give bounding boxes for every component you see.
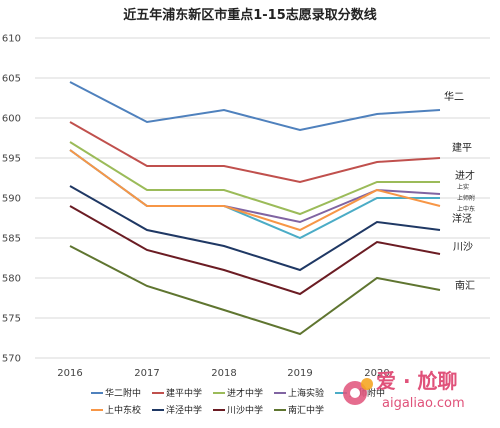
x-tick-label: 2020	[364, 368, 389, 379]
y-axis-ticks: 570 575 580 585 590 595 600 605 610	[2, 34, 21, 365]
series-line	[69, 205, 441, 296]
series-end-label: 华二	[444, 90, 464, 103]
legend-entry: 上中东校	[105, 404, 141, 416]
series-end-label: 建平	[452, 141, 472, 154]
watermark-logo-icon	[343, 378, 373, 405]
series-end-label: 上中东	[457, 205, 475, 213]
series-end-label: 进才	[455, 169, 475, 182]
y-tick-label: 585	[2, 234, 21, 245]
chart-title: 近五年浦东新区市重点1-15志愿录取分数线	[123, 7, 377, 23]
legend-entry: 进才中学	[227, 387, 263, 399]
legend-entry: 上海实验	[288, 387, 324, 399]
series-line	[69, 245, 441, 336]
series-line	[69, 81, 441, 132]
x-tick-label: 2016	[57, 368, 82, 379]
series-end-label: 上实	[457, 183, 469, 191]
series-line	[69, 149, 441, 232]
legend-entry: 洋泾中学	[166, 404, 202, 416]
series-line	[69, 185, 441, 272]
y-tick-label: 605	[2, 74, 21, 85]
series-line	[69, 149, 440, 240]
y-tick-label: 600	[2, 114, 21, 125]
series-lines	[69, 81, 441, 336]
watermark: 爱 · 尬聊 aigaliao.com	[343, 369, 465, 411]
legend-entry: 川沙中学	[227, 404, 263, 416]
watermark-url: aigaliao.com	[382, 396, 465, 411]
series-end-label: 洋泾	[452, 212, 472, 225]
y-tick-label: 575	[2, 314, 21, 325]
series-end-label: 川沙	[453, 241, 473, 253]
gridlines	[35, 37, 490, 359]
legend-entry: 建平中学	[166, 387, 202, 399]
y-tick-label: 610	[2, 34, 21, 45]
series-line	[69, 121, 441, 184]
y-tick-label: 595	[2, 154, 21, 165]
x-tick-label: 2018	[211, 368, 236, 379]
watermark-brand: 爱 · 尬聊	[376, 369, 458, 393]
x-tick-label: 2017	[134, 368, 159, 379]
series-line	[69, 141, 440, 216]
x-axis-ticks: 2016 2017 2018 2019 2020	[57, 368, 389, 379]
y-tick-label: 590	[2, 194, 21, 205]
y-tick-label: 580	[2, 274, 21, 285]
y-tick-label: 570	[2, 354, 21, 365]
legend-entry: 华二附中	[105, 387, 141, 399]
series-end-label: 上师附	[457, 194, 475, 202]
x-tick-label: 2019	[287, 368, 312, 379]
legend-entry: 南汇中学	[288, 404, 324, 416]
series-end-label: 南汇	[455, 279, 475, 292]
